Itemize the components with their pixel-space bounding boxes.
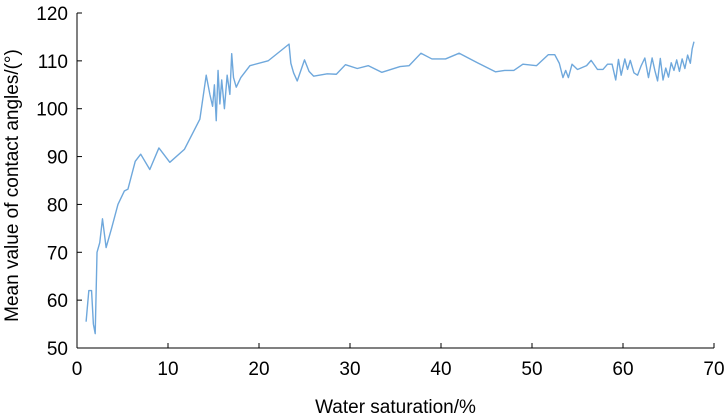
x-tick-label: 20: [248, 359, 269, 380]
y-tick-label: 90: [47, 148, 68, 169]
x-tick-label: 60: [612, 359, 633, 380]
series-line-1: [85, 41, 695, 335]
y-tick-label: 120: [36, 4, 68, 25]
y-tick-label: 80: [47, 195, 68, 216]
x-tick-label: 40: [430, 359, 451, 380]
x-tick-label: 10: [157, 359, 178, 380]
x-tick-label: 50: [521, 359, 542, 380]
series-layer: [85, 41, 695, 335]
y-tick-label: 100: [36, 100, 68, 121]
y-tick-label: 50: [47, 339, 68, 360]
x-tick-label: 0: [72, 359, 83, 380]
x-tick-label: 30: [339, 359, 360, 380]
y-tick-label: 110: [38, 52, 68, 73]
y-axis-title: Mean value of contact angles/(°): [2, 49, 23, 322]
y-tick-label: 60: [47, 291, 68, 312]
x-axis-title: Water saturation/%: [315, 397, 476, 418]
y-tick-label: 70: [47, 243, 68, 264]
x-tick-label: 70: [703, 359, 724, 380]
axes: 0 10 20 30 40 50 60 70 50 60 70 80 90 100 110 120: [36, 4, 724, 380]
